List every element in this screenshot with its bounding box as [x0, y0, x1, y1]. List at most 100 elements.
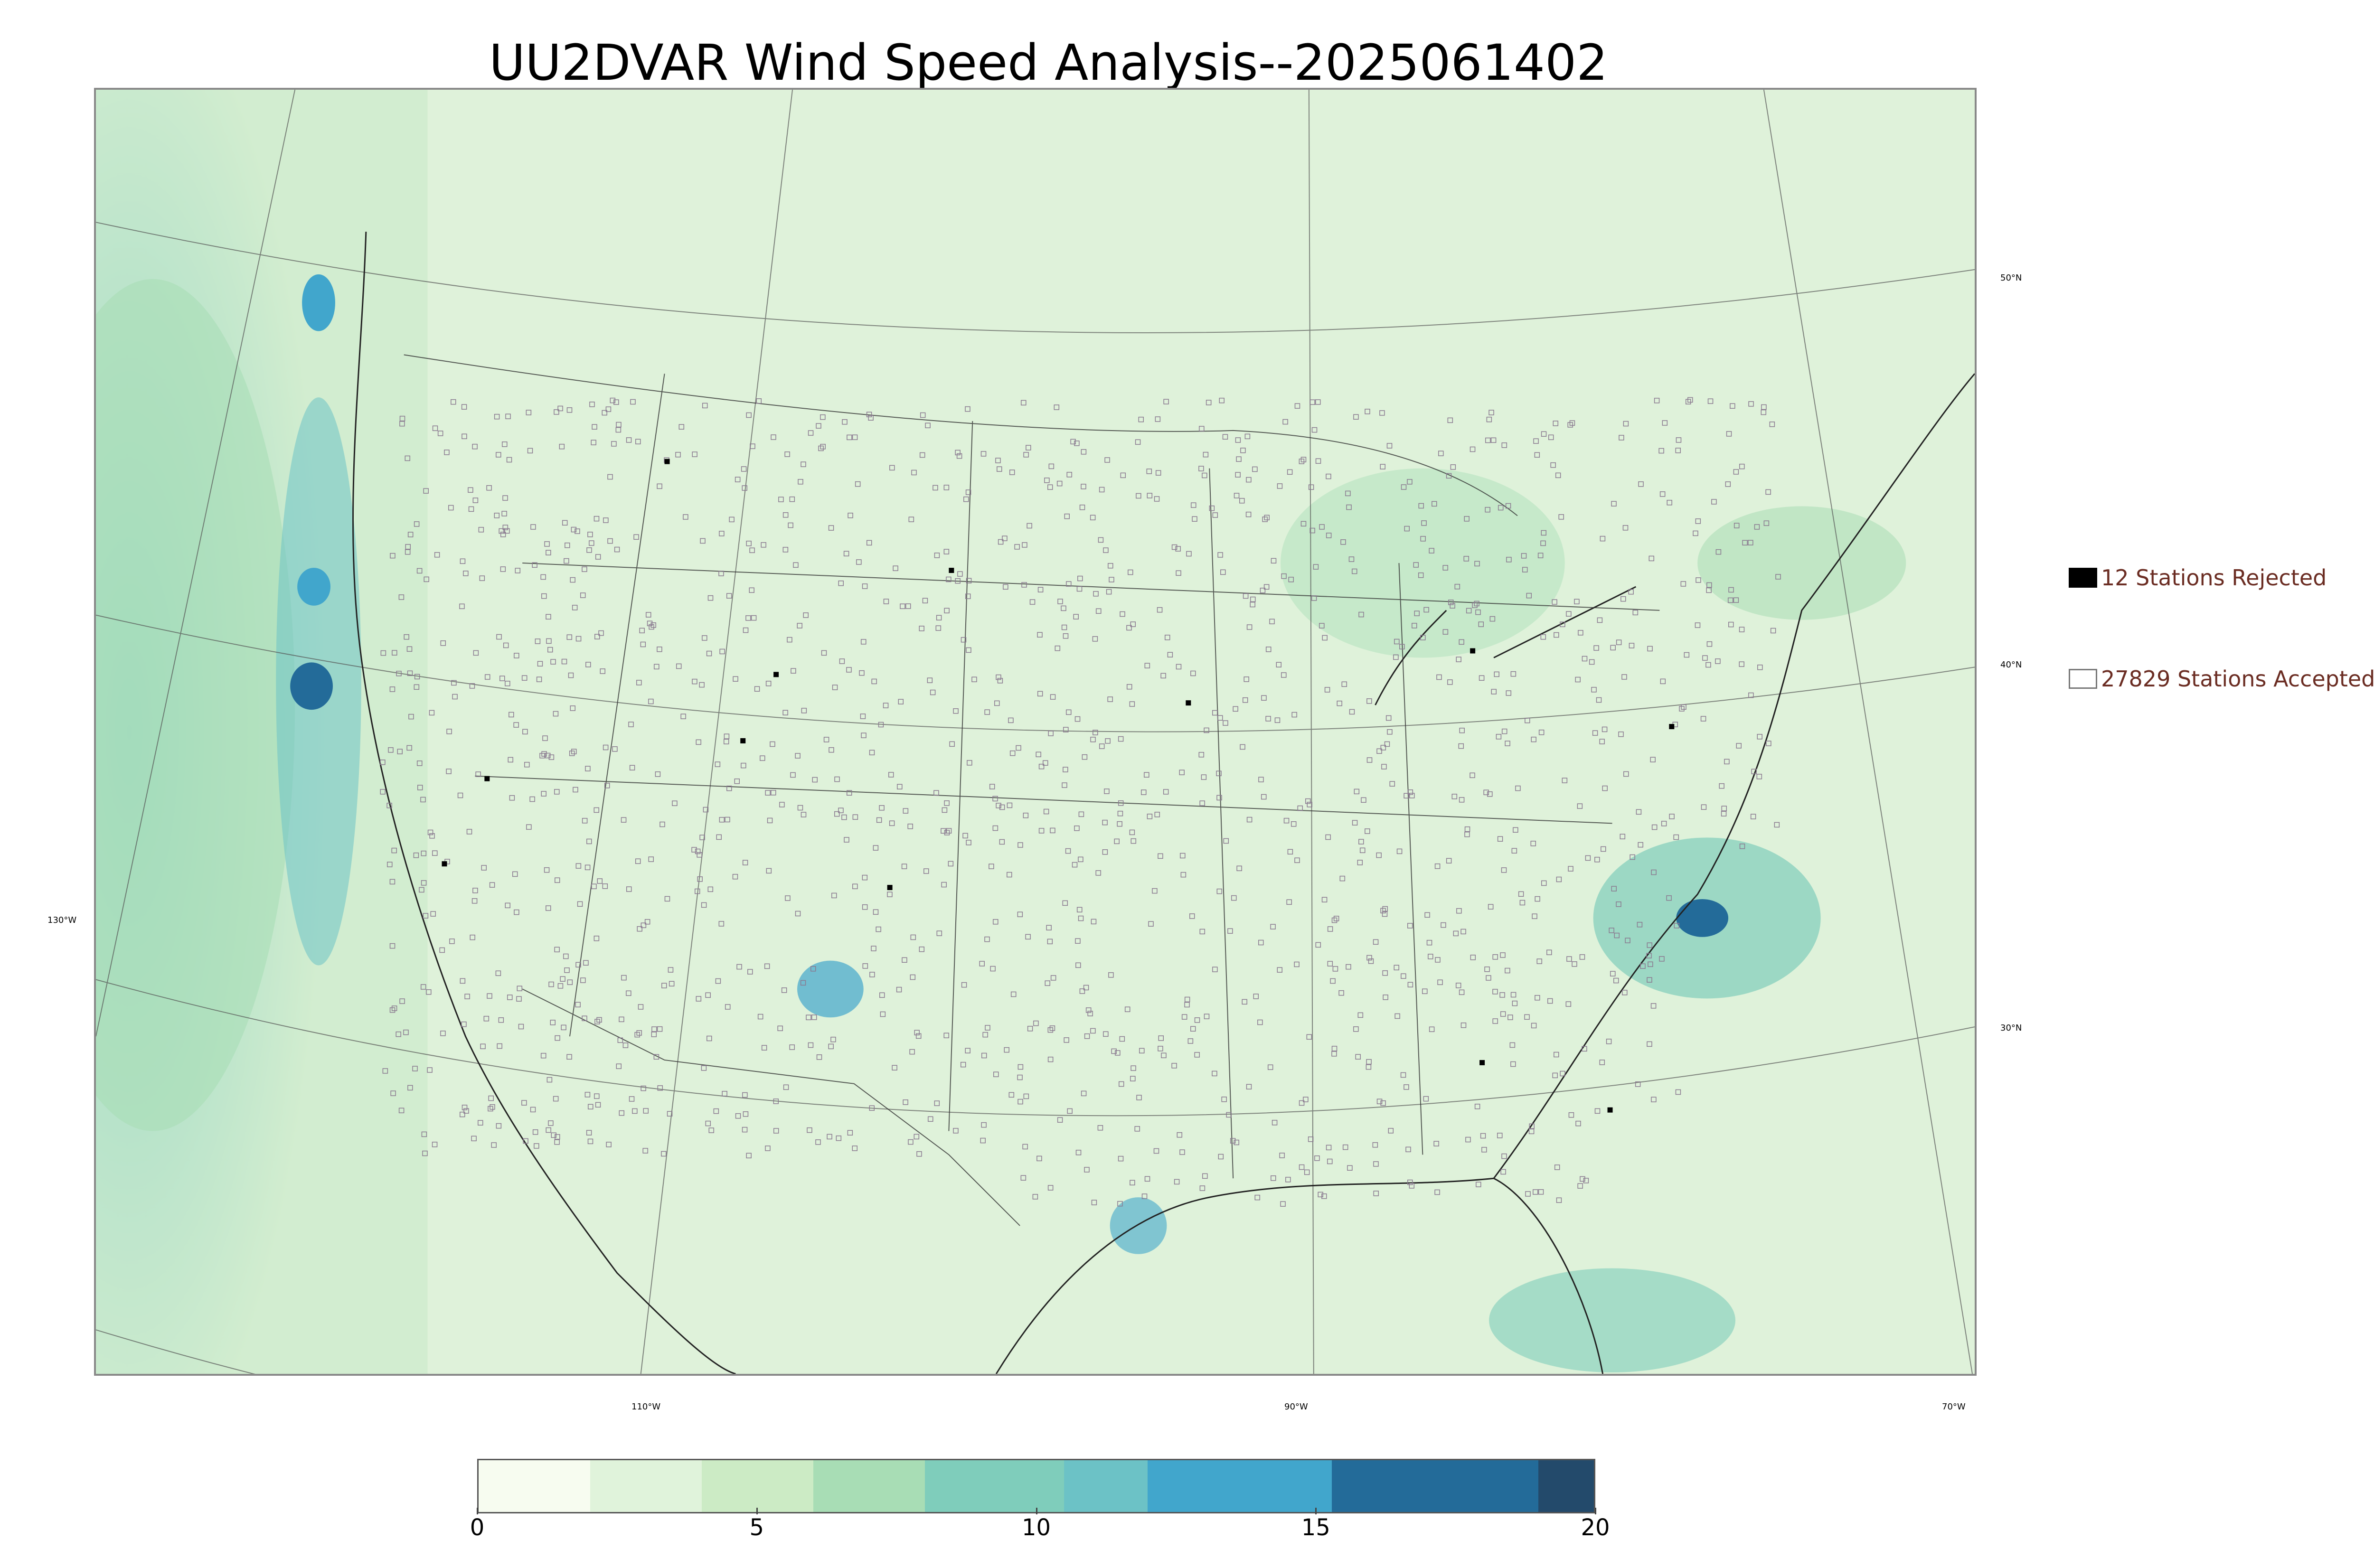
- station-marker: [422, 1150, 428, 1156]
- station-marker: [719, 531, 725, 536]
- station-marker: [1487, 791, 1493, 797]
- station-marker: [806, 1014, 811, 1020]
- station-marker: [505, 413, 511, 419]
- station-marker: [587, 532, 593, 537]
- station-marker: [750, 443, 755, 449]
- station-marker: [1313, 564, 1319, 570]
- station-marker: [480, 1043, 486, 1049]
- station-marker: [1660, 678, 1666, 685]
- station-marker: [1245, 511, 1252, 517]
- station-marker: [1212, 1070, 1217, 1077]
- station-marker: [1047, 1056, 1054, 1062]
- station-marker: [1582, 1046, 1587, 1052]
- station-marker: [1190, 502, 1196, 508]
- station-marker: [610, 397, 616, 404]
- station-marker: [588, 1104, 594, 1109]
- station-marker: [1047, 1185, 1054, 1191]
- station-marker: [820, 414, 826, 420]
- station-marker: [1434, 1189, 1440, 1195]
- station-marker: [1485, 507, 1490, 513]
- station-marker: [632, 1108, 638, 1114]
- station-marker: [873, 845, 879, 851]
- station-marker: [1599, 1060, 1605, 1065]
- station-marker: [1546, 949, 1552, 955]
- station-marker: [1400, 1072, 1406, 1078]
- station-marker: [1212, 512, 1218, 518]
- station-marker: [1047, 939, 1053, 945]
- station-marker: [1009, 469, 1015, 475]
- station-marker: [1243, 593, 1249, 599]
- station-marker: [1103, 547, 1109, 553]
- station-marker: [1775, 574, 1781, 580]
- station-marker: [1291, 821, 1297, 827]
- station-marker: [1463, 556, 1470, 562]
- station-marker: [696, 996, 702, 1002]
- rejected-station-marker: [773, 672, 779, 677]
- station-marker: [386, 803, 392, 808]
- station-marker: [398, 1108, 405, 1113]
- rejected-station-marker: [664, 459, 670, 464]
- station-marker: [997, 466, 1002, 472]
- station-marker: [580, 592, 586, 598]
- station-marker: [1212, 710, 1218, 716]
- station-marker: [692, 678, 697, 685]
- station-marker: [1063, 633, 1069, 639]
- station-marker: [1082, 754, 1088, 760]
- station-marker: [515, 568, 521, 573]
- wind-speed-map[interactable]: [94, 88, 1977, 1376]
- station-marker: [1107, 696, 1113, 702]
- station-marker: [910, 974, 916, 980]
- station-marker: [1130, 838, 1137, 844]
- station-marker: [807, 1127, 812, 1133]
- station-marker: [1239, 498, 1245, 504]
- station-marker: [1198, 466, 1204, 471]
- station-marker: [1017, 1074, 1023, 1080]
- station-marker: [1524, 1014, 1530, 1020]
- station-marker: [559, 443, 565, 450]
- station-marker: [883, 599, 889, 604]
- station-marker: [562, 520, 568, 526]
- station-marker: [440, 640, 446, 646]
- station-marker: [1244, 676, 1249, 682]
- station-marker: [1263, 584, 1270, 590]
- station-marker: [568, 672, 574, 678]
- station-marker: [1451, 794, 1458, 799]
- station-marker: [1442, 565, 1448, 571]
- station-marker: [613, 399, 619, 405]
- station-marker: [1464, 831, 1470, 837]
- rejected-station-marker: [442, 861, 447, 867]
- station-marker: [546, 550, 551, 555]
- station-marker: [1118, 736, 1124, 742]
- station-marker: [594, 634, 600, 639]
- rejected-station-marker: [887, 885, 893, 891]
- station-marker: [1164, 635, 1170, 640]
- station-marker: [548, 754, 555, 760]
- station-marker: [487, 993, 492, 999]
- colorbar-tick: [1315, 1508, 1317, 1514]
- station-marker: [1252, 466, 1258, 472]
- washington-coast-max: [302, 274, 335, 331]
- station-marker: [534, 1143, 539, 1149]
- accepted-swatch: [2069, 669, 2097, 689]
- station-marker: [570, 705, 576, 711]
- station-marker: [639, 628, 645, 633]
- station-marker: [928, 1116, 933, 1122]
- station-marker: [1258, 777, 1264, 782]
- station-marker: [1286, 899, 1292, 905]
- station-marker: [773, 1128, 779, 1134]
- station-marker: [749, 587, 754, 593]
- station-marker: [1667, 499, 1672, 506]
- station-marker: [1525, 717, 1530, 723]
- station-marker: [1235, 437, 1241, 443]
- station-marker: [981, 1122, 987, 1128]
- station-marker: [429, 833, 435, 839]
- station-marker: [946, 828, 952, 834]
- station-marker: [657, 1026, 663, 1032]
- station-marker: [550, 1020, 556, 1025]
- station-marker: [389, 943, 396, 949]
- station-marker: [989, 864, 994, 869]
- station-marker: [1505, 503, 1511, 509]
- station-marker: [1474, 601, 1479, 607]
- station-marker: [1322, 635, 1328, 641]
- station-marker: [1202, 1173, 1208, 1179]
